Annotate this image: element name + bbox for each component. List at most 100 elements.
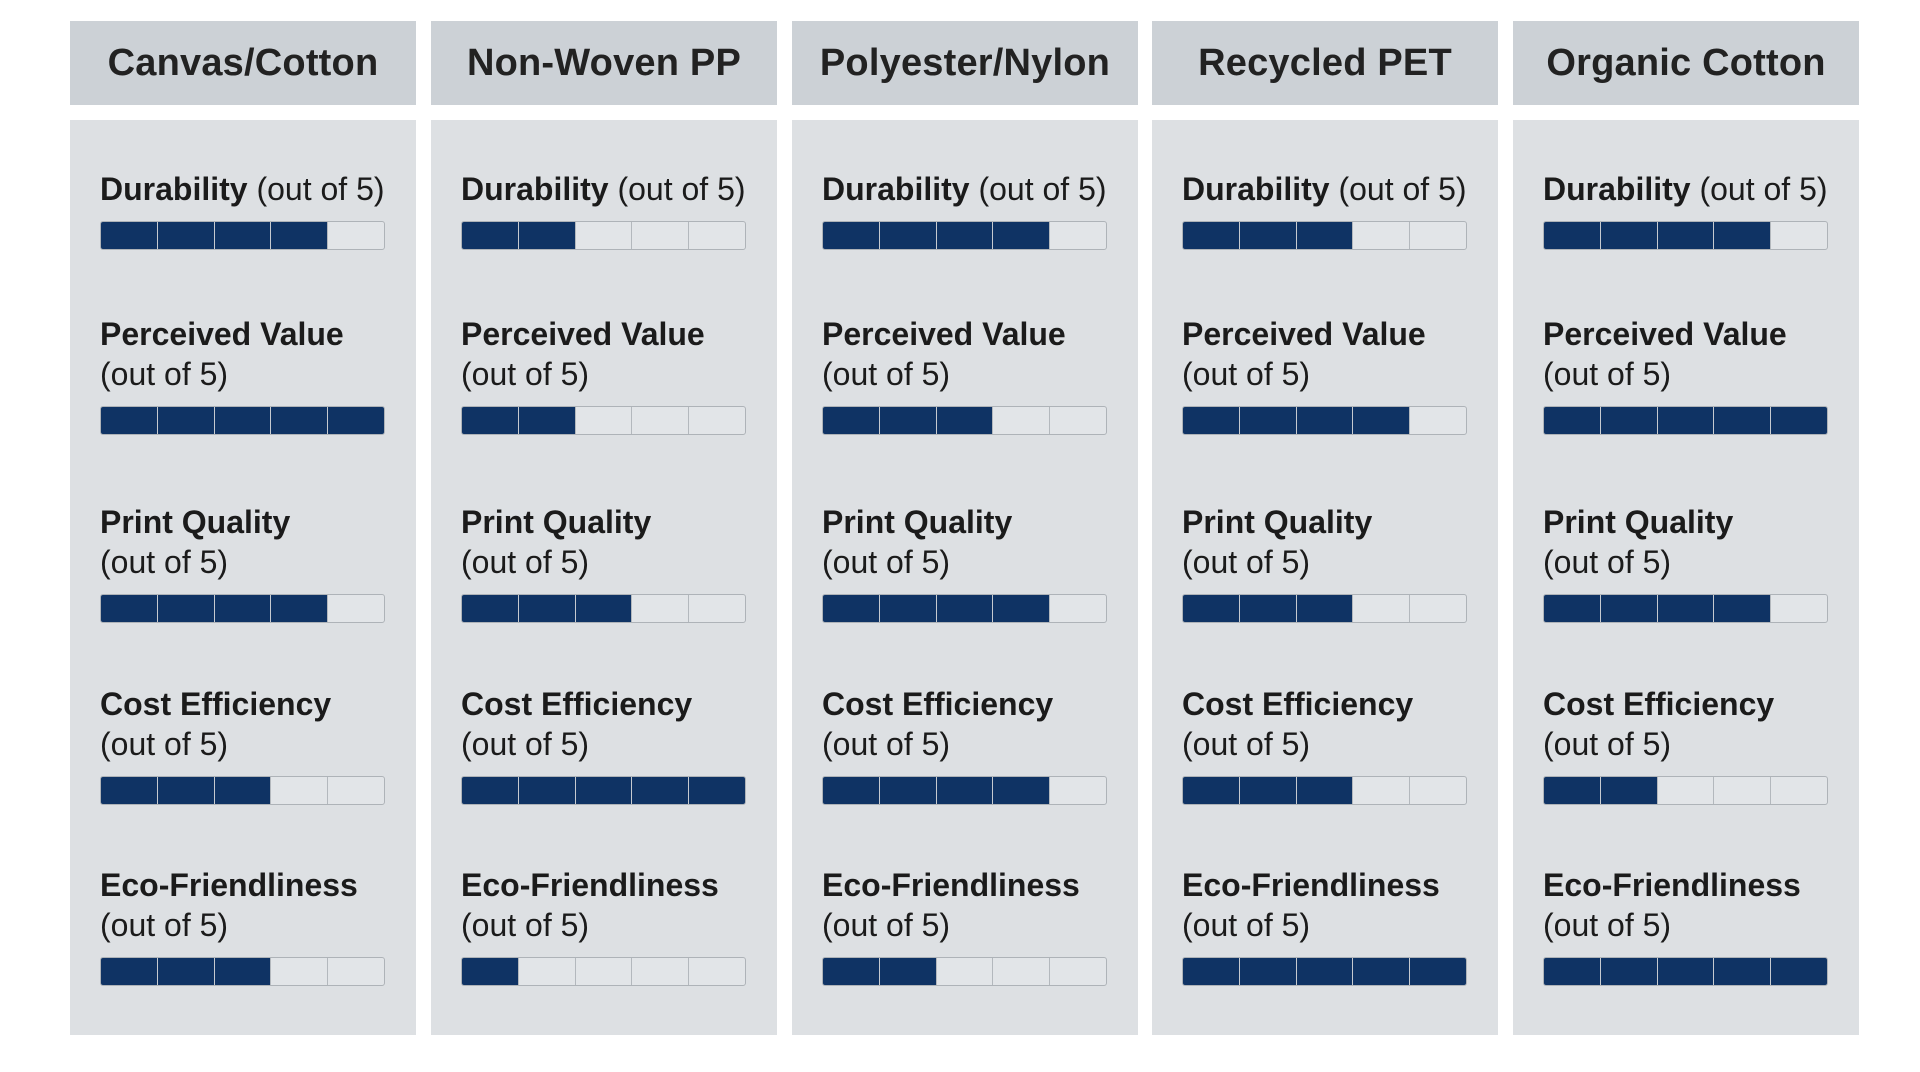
rating-segment-filled [992, 222, 1050, 249]
metric-name: Cost Efficiency [461, 686, 693, 722]
material-panel: Durability (out of 5) Perceived Value (out… [792, 120, 1138, 1035]
metric-label: Eco-Friendliness (out of 5) [822, 865, 1122, 945]
rating-segment-filled [101, 222, 157, 249]
metric-name: Cost Efficiency [1543, 686, 1775, 722]
metric-label: Print Quality (out of 5) [822, 502, 1122, 582]
metric-label: Eco-Friendliness (out of 5) [461, 865, 761, 945]
rating-segment-filled [101, 407, 157, 434]
rating-bar [100, 221, 385, 250]
rating-segment-filled [156, 595, 214, 622]
rating-segment-filled [1183, 407, 1239, 434]
metric-rating: Durability (out of 5) [1543, 169, 1843, 250]
metric-rating: Perceived Value (out of 5) [461, 314, 761, 435]
material-column: Organic Cotton Durability (out of 5) Perc… [1513, 21, 1859, 1035]
metric-rating: Print Quality (out of 5) [461, 502, 761, 623]
metric-name: Durability [822, 171, 970, 207]
rating-segment-empty [270, 777, 327, 804]
rating-bar [461, 776, 746, 805]
material-header: Organic Cotton [1513, 21, 1859, 105]
rating-segment-filled [935, 407, 993, 434]
rating-segment-empty [992, 958, 1049, 985]
rating-segment-filled [878, 222, 936, 249]
rating-segment-filled [1599, 407, 1657, 434]
rating-segment-filled [213, 222, 271, 249]
rating-segment-empty [688, 595, 745, 622]
rating-segment-filled [823, 777, 879, 804]
metric-label: Durability (out of 5) [100, 169, 400, 209]
metric-label: Durability (out of 5) [1182, 169, 1482, 209]
metric-scale-suffix: (out of 5) [100, 907, 229, 943]
metric-label: Perceived Value (out of 5) [1182, 314, 1482, 394]
material-panel: Durability (out of 5) Perceived Value (out… [1513, 120, 1859, 1035]
material-panel: Durability (out of 5) Perceived Value (out… [1152, 120, 1498, 1035]
metric-scale-suffix: (out of 5) [461, 907, 590, 943]
metric-name: Eco-Friendliness [1182, 867, 1440, 903]
metric-label: Durability (out of 5) [822, 169, 1122, 209]
rating-segment-filled [1183, 958, 1239, 985]
rating-segment-empty [631, 958, 688, 985]
rating-segment-filled [101, 777, 157, 804]
rating-segment-filled [574, 595, 632, 622]
rating-segment-empty [992, 407, 1049, 434]
material-header: Polyester/Nylon [792, 21, 1138, 105]
metric-name: Durability [1543, 171, 1691, 207]
rating-segment-filled [1713, 222, 1771, 249]
rating-bar [100, 406, 385, 435]
rating-segment-empty [574, 958, 632, 985]
metric-scale-suffix: (out of 5) [1338, 171, 1467, 207]
rating-segment-filled [992, 777, 1050, 804]
metric-name: Print Quality [1543, 504, 1734, 540]
rating-segment-filled [1295, 777, 1353, 804]
rating-bar [1182, 221, 1467, 250]
rating-segment-filled [1238, 777, 1296, 804]
rating-segment-filled [823, 958, 879, 985]
rating-segment-filled [1656, 958, 1714, 985]
rating-segment-filled [1352, 958, 1410, 985]
metric-scale-suffix: (out of 5) [461, 356, 590, 392]
metric-label: Cost Efficiency (out of 5) [1182, 684, 1482, 764]
metric-name: Perceived Value [1543, 316, 1787, 352]
metric-rating: Durability (out of 5) [822, 169, 1122, 250]
rating-segment-filled [462, 407, 518, 434]
rating-segment-filled [213, 595, 271, 622]
rating-segment-filled [823, 407, 879, 434]
rating-segment-empty [1409, 222, 1466, 249]
metric-label: Print Quality (out of 5) [100, 502, 400, 582]
material-header: Non-Woven PP [431, 21, 777, 105]
rating-segment-filled [462, 777, 518, 804]
rating-segment-filled [878, 407, 936, 434]
rating-segment-empty [1352, 222, 1409, 249]
rating-segment-empty [631, 407, 688, 434]
metric-scale-suffix: (out of 5) [1543, 544, 1672, 580]
rating-segment-filled [1599, 595, 1657, 622]
metric-rating: Eco-Friendliness (out of 5) [1543, 865, 1843, 986]
material-header: Recycled PET [1152, 21, 1498, 105]
rating-segment-filled [1238, 407, 1296, 434]
metric-rating: Durability (out of 5) [1182, 169, 1482, 250]
metric-label: Cost Efficiency (out of 5) [100, 684, 400, 764]
metric-rating: Eco-Friendliness (out of 5) [100, 865, 400, 986]
rating-segment-filled [1770, 407, 1827, 434]
rating-segment-filled [213, 777, 271, 804]
rating-segment-filled [156, 222, 214, 249]
rating-bar [100, 594, 385, 623]
metric-label: Eco-Friendliness (out of 5) [1182, 865, 1482, 945]
rating-segment-empty [574, 407, 632, 434]
metric-scale-suffix: (out of 5) [617, 171, 746, 207]
rating-bar [1543, 221, 1828, 250]
rating-segment-empty [270, 958, 327, 985]
metric-name: Print Quality [461, 504, 652, 540]
rating-segment-empty [1770, 595, 1827, 622]
metric-rating: Cost Efficiency (out of 5) [461, 684, 761, 805]
rating-segment-empty [1409, 777, 1466, 804]
material-panel: Durability (out of 5) Perceived Value (out… [431, 120, 777, 1035]
metric-scale-suffix: (out of 5) [100, 544, 229, 580]
rating-segment-filled [1409, 958, 1466, 985]
metric-scale-suffix: (out of 5) [256, 171, 385, 207]
metric-rating: Perceived Value (out of 5) [1543, 314, 1843, 435]
rating-segment-filled [517, 407, 575, 434]
metric-label: Print Quality (out of 5) [1543, 502, 1843, 582]
rating-bar [822, 221, 1107, 250]
rating-bar [1182, 406, 1467, 435]
rating-segment-filled [101, 595, 157, 622]
